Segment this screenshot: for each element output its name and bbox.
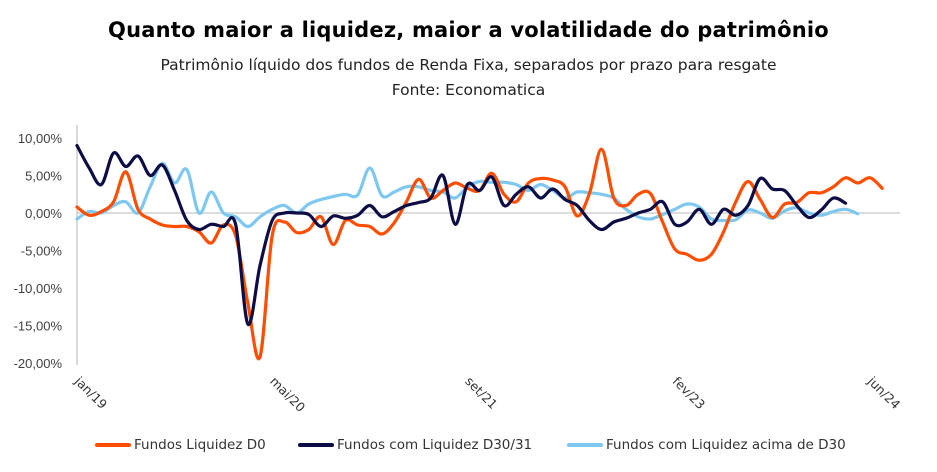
x-tick-label: mai/20 [267,374,308,415]
legend-label-above-d30: Fundos com Liquidez acima de D30 [606,437,846,453]
x-tick-label: jan/19 [71,373,110,412]
y-tick-label: 10,00% [18,131,63,146]
legend-item-above-d30: Fundos com Liquidez acima de D30 [567,437,846,453]
series-line-fundos-liquidez-d0 [75,147,884,361]
legend-swatch-above-d30 [567,443,603,447]
x-tick-label: fev/23 [670,374,709,413]
y-tick-label: 0,00% [25,206,62,221]
legend-label-d0: Fundos Liquidez D0 [134,437,266,453]
series-lines [75,143,884,361]
legend: Fundos Liquidez D0 Fundos com Liquidez D… [0,437,937,459]
x-axis-ticks: jan/19 mai/20 set/21 fev/23 jun/24 [71,373,903,415]
chart-subtitle: Patrimônio líquido dos fundos de Renda F… [160,56,777,74]
legend-swatch-d0 [95,443,131,447]
chart-title: Quanto maior a liquidez, maior a volatil… [108,18,829,42]
chart-source: Fonte: Economatica [391,81,546,99]
y-tick-label: -15,00% [14,319,63,334]
y-axis-ticks: 10,00% 5,00% 0,00% -5,00% -10,00% -15,00% -20,… [14,131,63,371]
legend-item-d30: Fundos com Liquidez D30/31 [298,437,532,453]
series-line-fundos-com-liquidez-d30-31 [75,143,848,326]
x-tick-label: set/21 [462,374,500,412]
legend-label-d30: Fundos com Liquidez D30/31 [337,437,533,453]
y-tick-label: -20,00% [14,356,63,371]
line-chart: 10,00% 5,00% 0,00% -5,00% -10,00% -15,00% -20,… [14,125,903,415]
legend-swatch-d30 [298,443,334,447]
legend-item-d0: Fundos Liquidez D0 [95,437,266,453]
y-tick-label: -5,00% [21,244,63,259]
y-tick-label: -10,00% [14,281,63,296]
x-tick-label: jun/24 [864,373,903,412]
y-tick-label: 5,00% [25,169,62,184]
